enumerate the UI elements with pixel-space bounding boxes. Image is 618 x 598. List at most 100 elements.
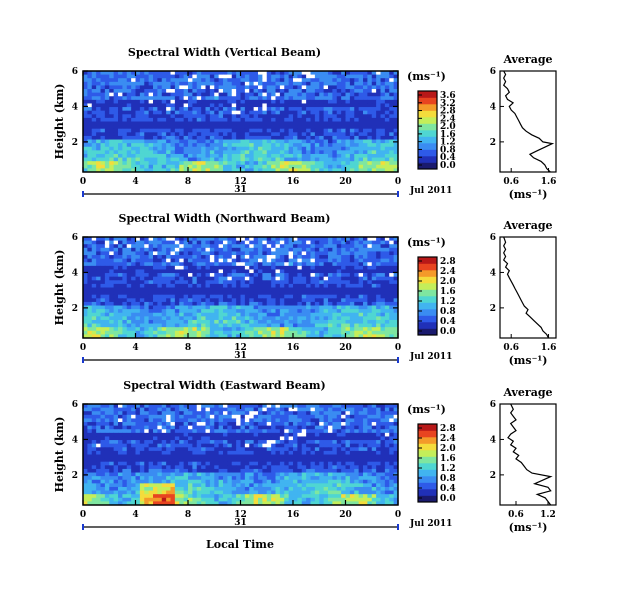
heatmap-cell [253,103,259,108]
y-tick-label: 4 [72,268,78,278]
heatmap-cell [284,316,290,321]
heatmap-cell [293,244,298,249]
heatmap-cell [157,422,163,427]
heatmap-cell [380,283,386,288]
heatmap-cell [227,251,233,256]
heatmap-cell [131,301,136,306]
heatmap-cell [227,89,233,94]
heatmap-cell [96,280,101,285]
heatmap-cell [179,269,185,274]
heatmap-cell [279,291,285,296]
heatmap-cell [328,276,333,281]
heatmap-cell [349,96,355,101]
heatmap-cell [323,157,329,162]
heatmap-cell [139,305,145,310]
heatmap-cell [262,418,268,423]
heatmap-cell [100,92,106,97]
heatmap-cell [87,436,93,441]
heatmap-cell [354,153,360,158]
heatmap-cell [196,103,202,108]
heatmap-cell [284,269,290,274]
heatmap-cell [131,269,136,274]
heatmap-cell [258,411,263,416]
heatmap-cell [179,316,185,321]
heatmap-cell [310,92,316,97]
heatmap-cell [196,240,202,245]
heatmap-cell [214,305,220,310]
colorbar-tick-label: 1.6 [440,130,456,140]
heatmap-cell [345,146,351,151]
heatmap-cell [231,110,237,115]
heatmap-cell [328,316,333,321]
heatmap-cell [122,301,128,306]
heatmap-cell [100,440,106,445]
heatmap-cell [319,99,325,104]
heatmap-cell [328,157,333,162]
heatmap-cell [209,440,215,445]
heatmap-cell [223,327,228,332]
heatmap-cell [354,251,360,256]
heatmap-cell [240,153,246,158]
heatmap-cell [166,247,171,252]
heatmap-cell [104,121,110,126]
heatmap-cell [293,74,298,79]
heatmap-cell [236,150,241,155]
heatmap-cell [244,244,250,249]
heatmap-cell [258,283,263,288]
heatmap-cell [371,71,377,76]
heatmap-cell [371,411,377,416]
heatmap-cell [367,287,373,292]
heatmap-cell [262,89,268,94]
heatmap-cell [87,125,93,130]
heatmap-cell [131,103,136,108]
heatmap-cell [104,78,110,83]
heatmap-cell [358,436,364,441]
heatmap-cell [122,168,128,173]
heatmap-cell [214,404,220,409]
heatmap-cell [161,273,167,278]
heatmap-cell [157,114,163,119]
heatmap-cell [205,411,211,416]
heatmap-cell [306,305,311,310]
heatmap-cell [354,265,360,270]
heatmap-cell [249,291,255,296]
heatmap-cell [100,429,106,434]
heatmap-cell [393,273,399,278]
heatmap-cell [201,244,206,249]
heatmap-cell [336,262,342,267]
heatmap-cell [96,247,101,252]
heatmap-cell [266,404,272,409]
heatmap-cell [214,135,220,140]
heatmap-cell [139,411,145,416]
heatmap-cell [157,294,163,299]
heatmap-cell [380,107,386,112]
heatmap-cell [227,78,233,83]
heatmap-cell [358,103,364,108]
heatmap-cell [380,132,386,137]
heatmap-cell [389,294,395,299]
heatmap-cell [354,440,360,445]
heatmap-cell [380,128,386,133]
heatmap-cell [275,168,281,173]
heatmap-cell [148,425,154,430]
heatmap-cell [328,164,333,169]
heatmap-cell [174,440,180,445]
heatmap-cell [161,294,167,299]
heatmap-cell [100,273,106,278]
heatmap-cell [262,422,268,427]
heatmap-cell [135,305,141,310]
heatmap-cell [236,265,241,270]
heatmap-cell [157,164,163,169]
heatmap-cell [262,432,268,437]
heatmap-cell [306,96,311,101]
heatmap-cell [266,128,272,133]
heatmap-cell [83,146,88,151]
heatmap-cell [371,294,377,299]
heatmap-cell [262,251,268,256]
heatmap-cell [236,96,241,101]
heatmap-cell [349,414,355,419]
heatmap-cell [183,153,189,158]
heatmap-cell [358,121,364,126]
heatmap-cell [240,280,246,285]
heatmap-cell [349,153,355,158]
